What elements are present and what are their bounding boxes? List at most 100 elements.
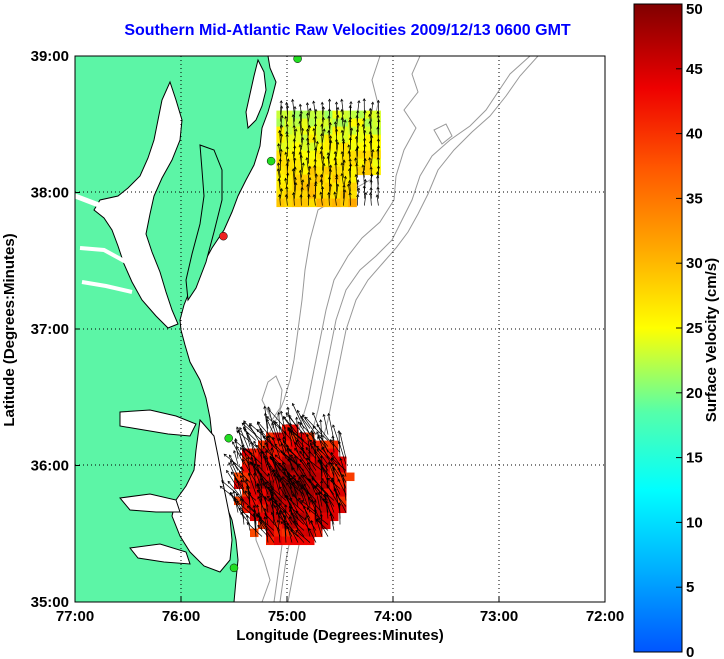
velocity-arrowhead <box>314 115 318 119</box>
velocity-arrowhead <box>327 98 332 102</box>
velocity-arrowhead <box>254 463 258 467</box>
velocity-arrow <box>265 457 275 471</box>
velocity-arrow <box>336 115 339 129</box>
velocity-arrowhead <box>256 444 260 448</box>
velocity-arrow <box>349 180 351 192</box>
velocity-cell <box>356 118 365 128</box>
velocity-arrowhead <box>282 436 286 440</box>
velocity-arrowhead <box>303 483 307 487</box>
velocity-cell <box>330 496 339 506</box>
velocity-cell <box>258 504 267 514</box>
colorbar-tick-label: 20 <box>686 385 703 402</box>
velocity-arrow <box>327 152 330 164</box>
velocity-arrow <box>306 102 309 115</box>
velocity-cell <box>330 464 339 474</box>
velocity-arrowhead <box>291 467 295 471</box>
velocity-arrowhead <box>320 486 324 490</box>
velocity-arrow <box>356 148 358 164</box>
velocity-cell <box>292 198 301 208</box>
velocity-arrow <box>248 424 263 447</box>
velocity-arrowhead <box>221 480 225 484</box>
velocity-arrow <box>316 519 323 537</box>
velocity-arrowhead <box>293 176 297 180</box>
velocity-arrowhead <box>325 500 329 504</box>
colorbar-tick-label: 50 <box>686 1 703 18</box>
velocity-cell <box>290 424 299 434</box>
velocity-arrowhead <box>310 499 314 503</box>
velocity-arrow <box>285 194 288 206</box>
velocity-arrowhead <box>262 445 266 449</box>
velocity-arrowhead <box>282 452 286 456</box>
velocity-arrowhead <box>234 440 238 444</box>
velocity-arrowhead <box>350 127 354 131</box>
velocity-arrowhead <box>276 162 281 166</box>
velocity-arrowhead <box>276 511 280 515</box>
velocity-arrowhead <box>246 505 250 509</box>
velocity-arrowhead <box>306 462 310 466</box>
velocity-arrowhead <box>318 458 322 462</box>
velocity-cell <box>308 198 317 208</box>
velocity-arrowhead <box>308 450 312 454</box>
velocity-arrowhead <box>376 110 380 114</box>
velocity-cell <box>340 166 349 176</box>
velocity-arrowhead <box>298 144 302 148</box>
velocity-arrowhead <box>226 469 229 473</box>
velocity-arrowhead <box>293 166 297 170</box>
velocity-arrowhead <box>229 459 233 464</box>
velocity-cell <box>340 150 349 160</box>
velocity-arrowhead <box>280 477 283 481</box>
velocity-arrowhead <box>291 168 295 172</box>
velocity-arrowhead <box>286 406 290 410</box>
velocity-arrowhead <box>254 457 258 461</box>
velocity-arrowhead <box>290 430 294 434</box>
velocity-arrowhead <box>306 507 310 511</box>
velocity-arrowhead <box>312 136 316 141</box>
velocity-cell <box>292 142 301 152</box>
velocity-cell <box>266 528 275 538</box>
velocity-cell <box>266 504 275 514</box>
velocity-cell <box>284 174 293 184</box>
velocity-arrow <box>348 144 351 157</box>
velocity-arrow <box>249 491 251 513</box>
velocity-cell <box>282 512 291 522</box>
velocity-cell <box>282 488 291 498</box>
velocity-arrowhead <box>256 421 260 425</box>
velocity-arrowhead <box>286 172 290 176</box>
velocity-arrowhead <box>285 145 289 149</box>
velocity-arrow <box>271 497 275 525</box>
velocity-arrowhead <box>376 126 380 130</box>
velocity-arrowhead <box>328 461 331 465</box>
velocity-arrowhead <box>268 465 272 469</box>
velocity-cell <box>290 448 299 458</box>
velocity-arrow <box>329 135 332 150</box>
velocity-arrowhead <box>354 173 358 178</box>
velocity-arrow <box>241 445 263 465</box>
velocity-cell <box>308 174 317 184</box>
velocity-arrowhead <box>355 128 360 132</box>
velocity-cell <box>340 110 349 120</box>
velocity-arrowhead <box>320 463 324 467</box>
velocity-arrowhead <box>320 434 324 438</box>
velocity-cell <box>332 166 341 176</box>
velocity-arrowhead <box>252 512 256 516</box>
velocity-arrow <box>294 448 311 471</box>
velocity-arrowhead <box>294 442 298 446</box>
velocity-arrowhead <box>306 491 310 495</box>
velocity-arrowhead <box>257 524 261 528</box>
velocity-arrow <box>238 429 245 453</box>
velocity-arrowhead <box>369 179 373 183</box>
velocity-arrowhead <box>375 194 379 198</box>
velocity-arrow <box>290 454 305 477</box>
velocity-arrowhead <box>309 442 313 446</box>
velocity-arrowhead <box>292 192 296 196</box>
velocity-arrowhead <box>291 98 295 102</box>
velocity-cell <box>274 528 283 538</box>
velocity-arrow <box>226 470 239 489</box>
velocity-arrowhead <box>271 469 276 473</box>
velocity-arrowhead <box>319 191 323 195</box>
velocity-arrow <box>293 474 305 501</box>
velocity-arrowhead <box>279 148 283 152</box>
velocity-arrow <box>362 124 365 136</box>
velocity-arrowhead <box>300 474 304 478</box>
colorbar-tick-label: 0 <box>686 644 694 659</box>
